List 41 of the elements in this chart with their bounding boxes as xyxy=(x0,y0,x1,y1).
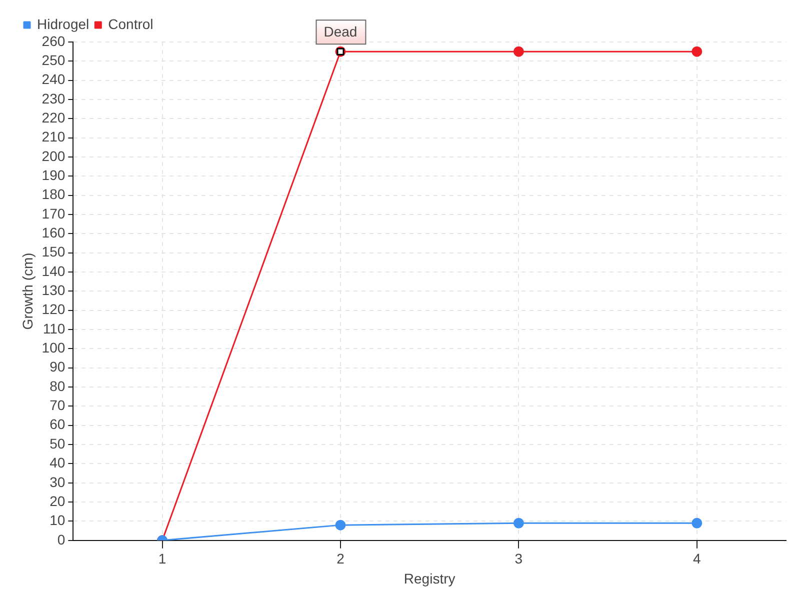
y-tick-label: 70 xyxy=(50,397,66,414)
y-tick-label: 130 xyxy=(42,282,66,298)
x-tick-label: 2 xyxy=(336,550,345,567)
y-tick-label: 30 xyxy=(50,474,66,490)
y-tick-label: 150 xyxy=(42,244,66,260)
y-tick-label: 110 xyxy=(42,320,66,336)
legend-label: Control xyxy=(108,16,154,32)
y-tick-label: 250 xyxy=(42,52,66,68)
point xyxy=(335,520,346,530)
x-tick-label: 3 xyxy=(514,550,523,567)
y-tick-label: 190 xyxy=(42,167,66,184)
y-tick-label: 140 xyxy=(42,262,66,279)
y-tick-label: 200 xyxy=(42,148,66,164)
y-tick-label: 120 xyxy=(42,301,66,318)
y-tick-label: 240 xyxy=(42,71,66,88)
point xyxy=(513,46,524,57)
y-tick-label: 10 xyxy=(50,512,66,528)
y-tick-label: 220 xyxy=(42,110,66,126)
x-axis-title: Registry xyxy=(404,570,456,586)
y-tick-label: 170 xyxy=(42,205,66,222)
y-tick-label: 210 xyxy=(42,128,66,145)
x-tick-label: 4 xyxy=(692,550,701,567)
annotation: Dead xyxy=(324,23,358,40)
y-tick-label: 60 xyxy=(50,416,66,432)
y-axis-title: Growth (cm) xyxy=(19,252,36,330)
y-tick-label: 90 xyxy=(50,358,66,375)
legend-label: Hidrogel xyxy=(37,16,90,32)
point xyxy=(513,518,524,528)
point xyxy=(692,46,702,57)
y-tick-label: 20 xyxy=(50,492,66,509)
y-tick-label: 160 xyxy=(42,224,66,241)
y-tick-label: 40 xyxy=(50,454,66,471)
y-tick-label: 230 xyxy=(42,90,66,106)
y-tick-label: 80 xyxy=(50,378,66,394)
y-tick-label: 100 xyxy=(42,340,66,356)
point xyxy=(692,518,702,528)
y-tick-label: 0 xyxy=(57,531,66,548)
y-tick-label: 260 xyxy=(42,32,66,49)
y-tick-label: 180 xyxy=(42,186,66,202)
x-tick-label: 1 xyxy=(158,550,166,567)
y-tick-label: 50 xyxy=(50,435,66,452)
